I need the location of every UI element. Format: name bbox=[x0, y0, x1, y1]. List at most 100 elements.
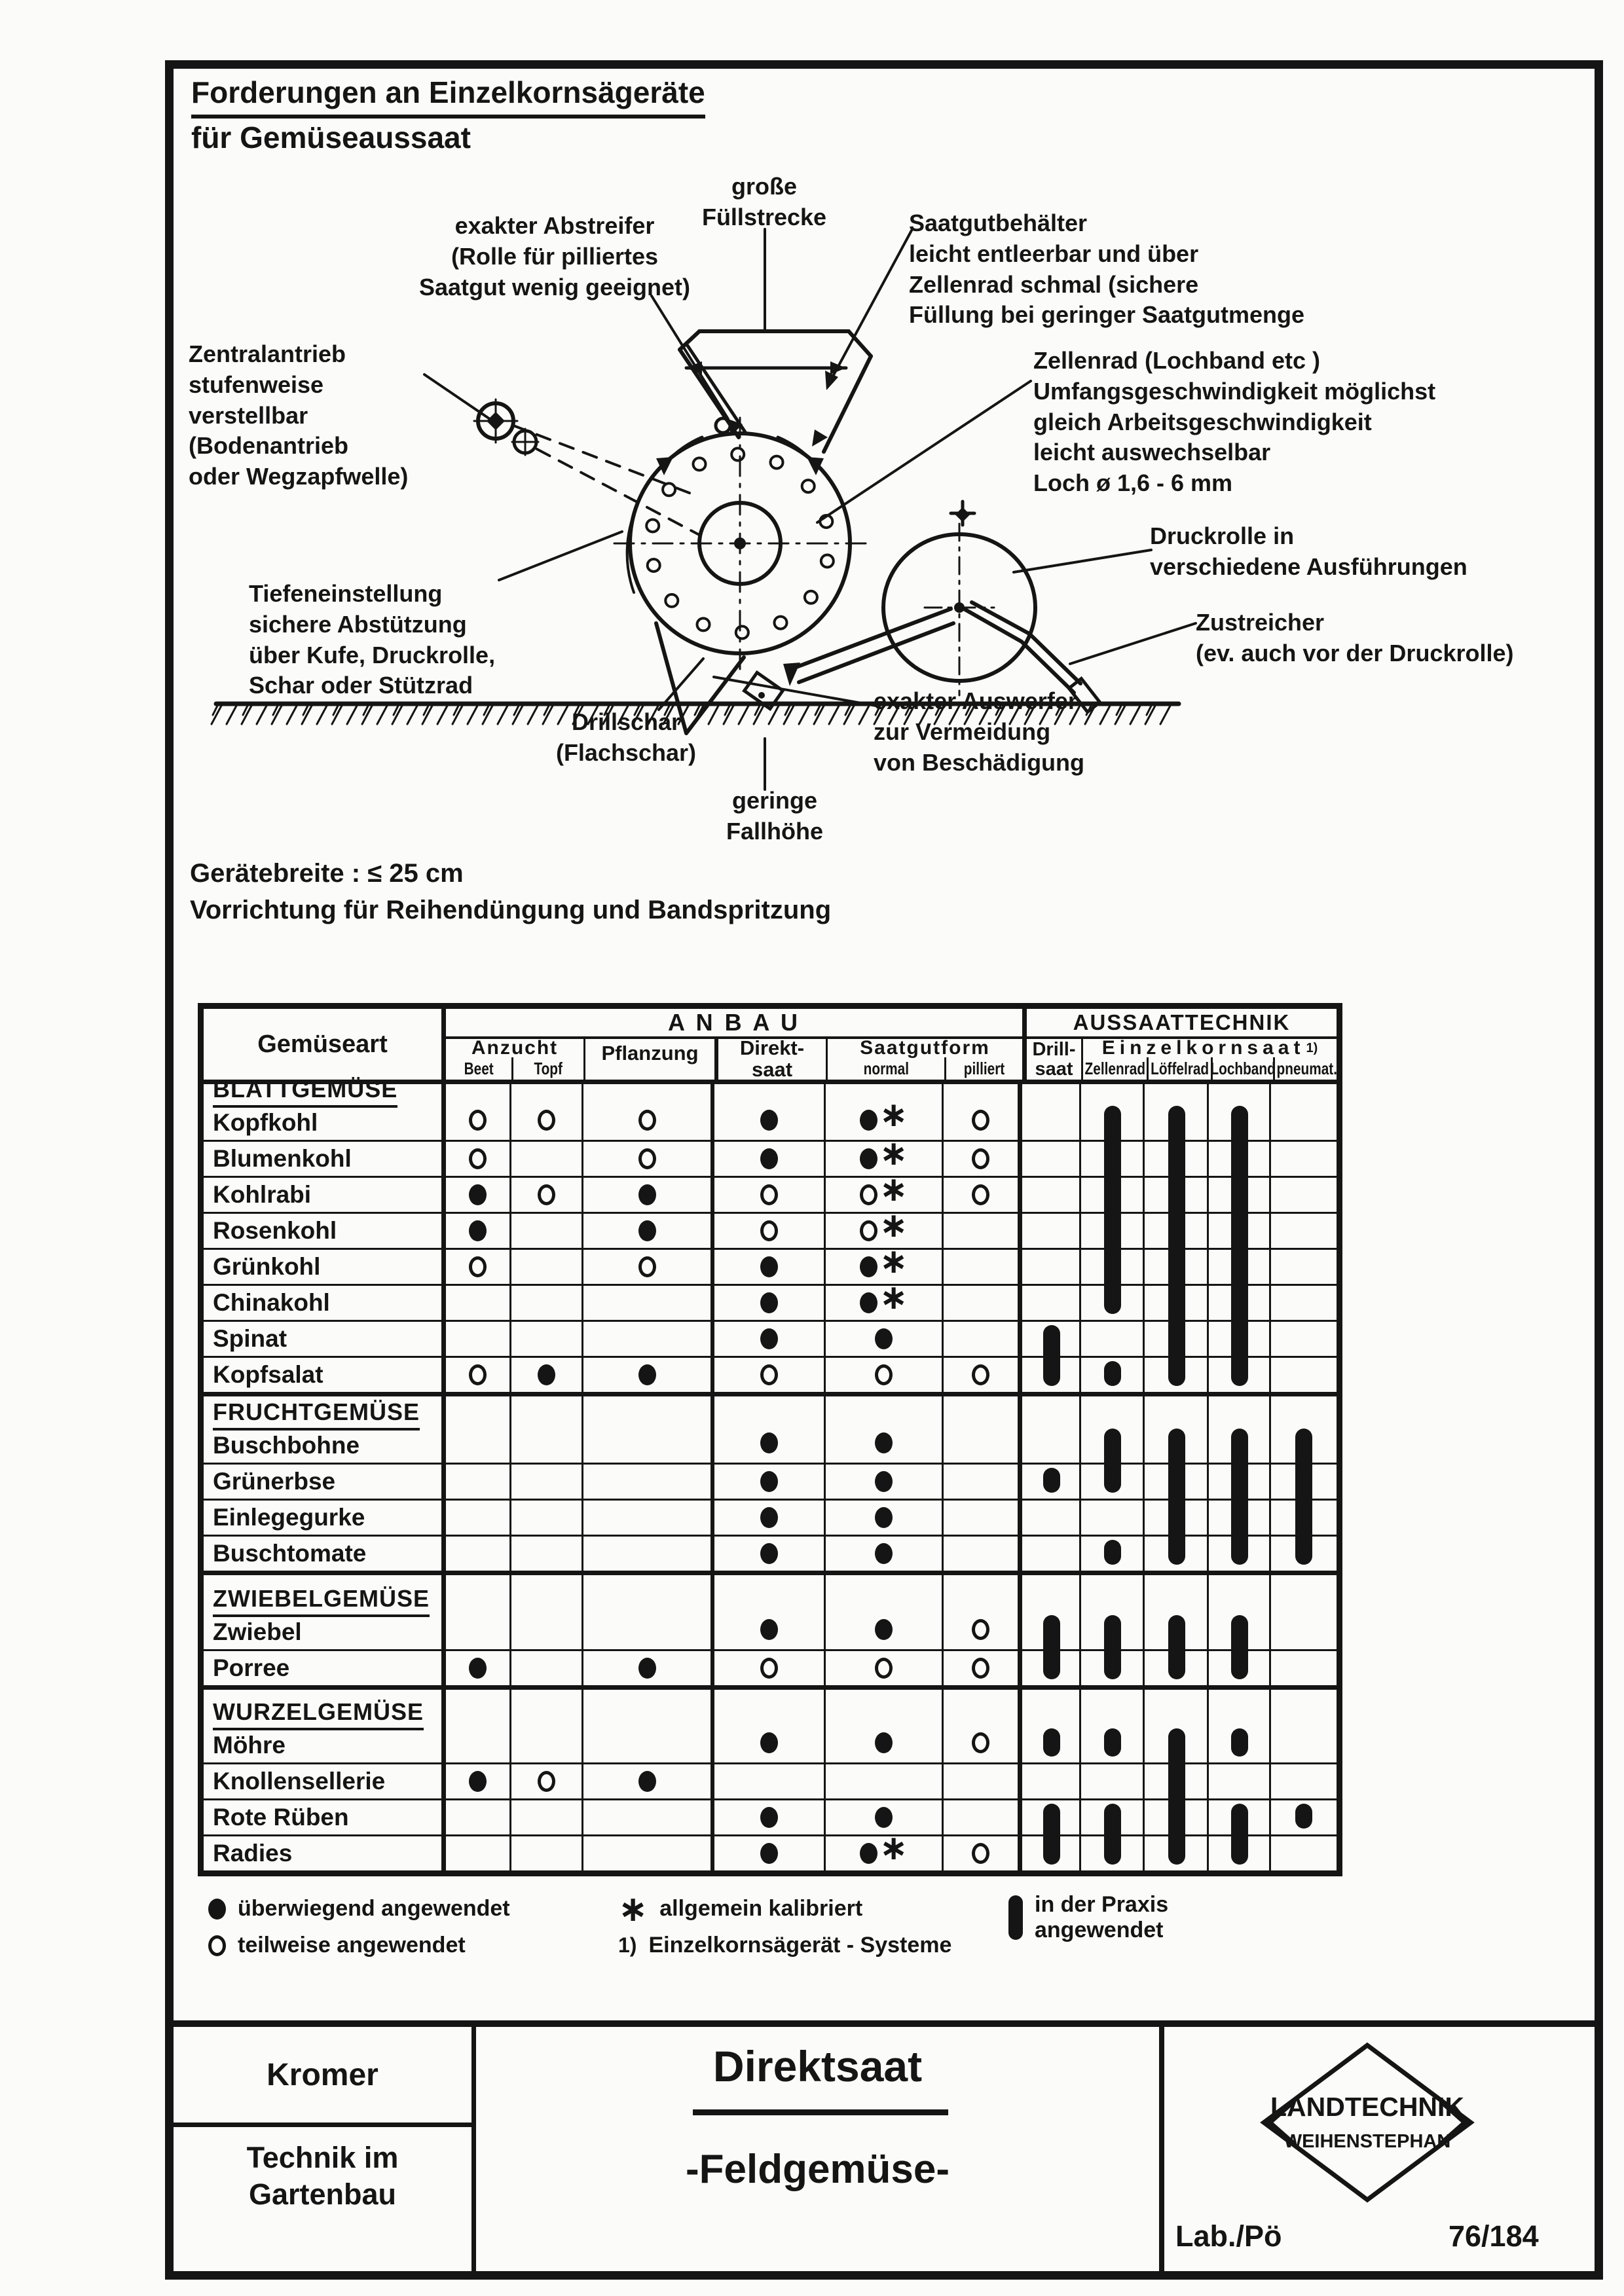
practice-bar bbox=[1043, 1728, 1060, 1757]
filled-circle-marker bbox=[760, 1807, 778, 1828]
anbau-cell bbox=[944, 1286, 1022, 1320]
col-header-lochband: Lochband bbox=[1210, 1057, 1276, 1080]
practice-bar bbox=[1104, 1804, 1121, 1865]
crop-technique-table: Gemüseart A N B A U AUSSAATTECHNIK Anzuc… bbox=[198, 1003, 1342, 1876]
technik-cell bbox=[1145, 1142, 1209, 1176]
table-row: BLATTGEMÜSE Kopfkohl ∗ bbox=[204, 1076, 1337, 1140]
anbau-cell bbox=[446, 1651, 511, 1685]
anbau-cell bbox=[583, 1651, 714, 1685]
vegetable-name: Chinakohl bbox=[213, 1288, 330, 1316]
anbau-cell bbox=[583, 1084, 714, 1140]
vegetable-name: Möhre bbox=[213, 1732, 286, 1759]
practice-bar bbox=[1104, 1361, 1121, 1386]
technik-cell bbox=[1081, 1651, 1145, 1685]
practice-bar bbox=[1295, 1804, 1312, 1829]
anbau-cell bbox=[446, 1084, 511, 1140]
table-row: Blumenkohl ∗ bbox=[204, 1137, 1337, 1176]
table-row: Kohlrabi ∗ bbox=[204, 1173, 1337, 1212]
anbau-cell: ∗ bbox=[826, 1245, 944, 1284]
open-circle-marker: ∗ bbox=[859, 1173, 908, 1207]
spec-geraetebreite: Gerätebreite : ≤ 25 cm bbox=[190, 859, 464, 888]
legend-footnote: 1) Einzelkornsägerät - Systeme bbox=[618, 1933, 952, 1958]
page-title: Forderungen an Einzelkornsägeräte für Ge… bbox=[191, 73, 705, 158]
anbau-cell bbox=[583, 1358, 714, 1392]
anbau-cell bbox=[446, 1322, 511, 1356]
flow-arrow-right bbox=[812, 429, 828, 446]
legend-asterisk: ∗ allgemein kalibriert bbox=[618, 1887, 863, 1929]
filled-circle-marker bbox=[760, 1732, 778, 1753]
technik-cell bbox=[1271, 1142, 1337, 1176]
anbau-cell bbox=[944, 1396, 1022, 1463]
practice-bar bbox=[1043, 1615, 1060, 1679]
anbau-cell bbox=[583, 1322, 714, 1356]
filled-circle-marker bbox=[469, 1220, 487, 1241]
vegetable-name: Kohlrabi bbox=[213, 1180, 312, 1208]
technik-cell bbox=[1022, 1178, 1081, 1212]
section-label: FRUCHTGEMÜSE bbox=[213, 1398, 420, 1431]
cell-wheel bbox=[613, 416, 867, 670]
table-row: ZWIEBELGEMÜSE Zwiebel bbox=[204, 1571, 1337, 1649]
open-circle-marker bbox=[538, 1184, 555, 1205]
anbau-cell bbox=[944, 1142, 1022, 1176]
filled-circle-marker bbox=[638, 1220, 656, 1241]
anbau-cell bbox=[583, 1214, 714, 1248]
vegetable-name: Rote Rüben bbox=[213, 1803, 349, 1831]
technik-cell bbox=[1145, 1396, 1209, 1463]
technik-cell bbox=[1022, 1764, 1081, 1798]
technik-cell bbox=[1209, 1214, 1271, 1248]
filled-circle-marker bbox=[760, 1328, 778, 1349]
zustreicher-arm bbox=[962, 600, 1103, 715]
technik-cell bbox=[1145, 1836, 1209, 1870]
technik-cell bbox=[1145, 1651, 1209, 1685]
filled-circle-marker bbox=[760, 1148, 778, 1169]
anbau-cell bbox=[511, 1250, 583, 1284]
technik-cell bbox=[1209, 1084, 1271, 1140]
technik-cell bbox=[1209, 1764, 1271, 1798]
table-row: WURZELGEMÜSE Möhre bbox=[204, 1685, 1337, 1762]
technik-cell bbox=[1022, 1651, 1081, 1685]
label-zentralantrieb: Zentralantrieb stufenweise verstellbar (… bbox=[189, 340, 409, 490]
anbau-cell bbox=[511, 1575, 583, 1649]
technik-cell bbox=[1145, 1501, 1209, 1535]
technik-cell bbox=[1271, 1690, 1337, 1762]
table-row: Grünkohl ∗ bbox=[204, 1245, 1337, 1284]
technik-cell bbox=[1081, 1800, 1145, 1834]
technik-cell bbox=[1271, 1836, 1337, 1870]
label-fuellstrecke: große Füllstrecke bbox=[701, 173, 827, 230]
table-row: Chinakohl ∗ bbox=[204, 1281, 1337, 1320]
anbau-cell bbox=[714, 1575, 826, 1649]
filled-circle-marker bbox=[875, 1543, 893, 1564]
anbau-cell bbox=[714, 1501, 826, 1535]
anbau-cell bbox=[511, 1084, 583, 1140]
anbau-cell bbox=[714, 1178, 826, 1212]
anbau-cell bbox=[446, 1764, 511, 1798]
filled-circle-marker bbox=[469, 1658, 487, 1679]
technik-cell bbox=[1209, 1537, 1271, 1571]
vegetable-name: Porree bbox=[213, 1654, 290, 1681]
anbau-cell bbox=[583, 1501, 714, 1535]
title-line2: für Gemüseaussaat bbox=[191, 120, 471, 155]
technik-cell bbox=[1022, 1501, 1081, 1535]
anbau-cell: ∗ bbox=[826, 1209, 944, 1248]
col-header-normal: normal bbox=[863, 1058, 909, 1078]
anbau-cell bbox=[944, 1178, 1022, 1212]
filled-circle-marker bbox=[760, 1256, 778, 1277]
open-circle-marker bbox=[972, 1110, 989, 1131]
technik-cell bbox=[1022, 1286, 1081, 1320]
open-circle-icon bbox=[208, 1935, 226, 1956]
label-zellenrad: Zellenrad (Lochband etc ) Umfangsgeschwi… bbox=[1033, 347, 1436, 497]
anbau-cell bbox=[714, 1084, 826, 1140]
practice-bar bbox=[1043, 1468, 1060, 1493]
anbau-cell bbox=[826, 1651, 944, 1685]
filled-circle-marker bbox=[638, 1658, 656, 1679]
legend-bar: in der Praxis angewendet bbox=[1008, 1892, 1168, 1943]
label-zustreicher: Zustreicher (ev. auch vor der Druckrolle… bbox=[1196, 609, 1514, 666]
svg-text:LANDTECHNIK: LANDTECHNIK bbox=[1270, 2092, 1464, 2122]
open-circle-marker bbox=[638, 1256, 656, 1277]
section-label: BLATTGEMÜSE bbox=[213, 1076, 398, 1108]
anbau-cell: ∗ bbox=[826, 1084, 944, 1140]
seeder-diagram bbox=[210, 228, 1197, 791]
anbau-cell bbox=[714, 1651, 826, 1685]
table-row: Spinat bbox=[204, 1320, 1337, 1356]
table-row: Porree bbox=[204, 1649, 1337, 1685]
